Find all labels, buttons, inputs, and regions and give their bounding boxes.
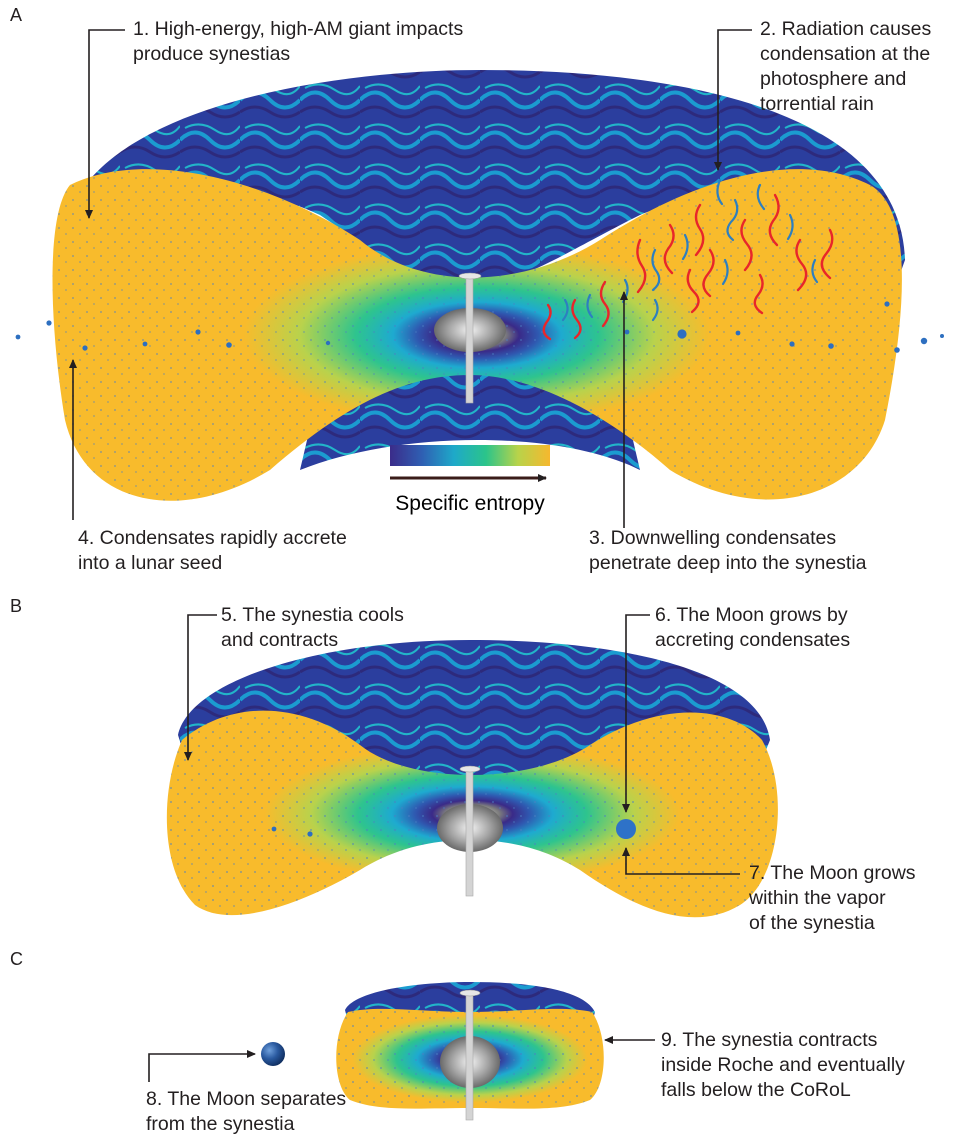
annotation-7: 7. The Moon grows within the vapor of th… [749,862,916,934]
annotation-2: 2. Radiation causes condensation at the … [760,18,932,115]
annotation-8: 8. The Moon separates from the synestia [146,1088,347,1135]
panel-letter-a: A [10,5,23,25]
annotation-6: 6. The Moon grows by accreting condensat… [655,604,851,651]
spin-axis-a [465,274,474,404]
annotation-3: 3. Downwelling condensates penetrate dee… [589,527,867,574]
panel-c [261,982,604,1121]
rain-streaks [542,193,834,341]
panel-a [15,70,944,501]
spin-axis-b [465,767,474,897]
vapor-dome-a [65,70,905,330]
vapor-band-bottom-a [300,370,640,470]
seed-b1 [271,826,277,832]
axis-cap-c [459,989,481,997]
moon-b [616,819,636,839]
condensate-streaks [561,178,819,322]
annotation-4: 4. Condensates rapidly accrete into a lu… [78,527,347,574]
callouts-b [184,614,740,875]
axis-cap-b [459,765,481,773]
entropy-legend: Specific entropy [390,445,550,515]
moon-c [261,1042,285,1066]
callouts-a [69,29,752,528]
annotation-9: 9. The synestia contracts inside Roche a… [661,1029,905,1101]
panel-letter-c: C [10,949,23,969]
annotation-1: 1. High-energy, high-AM giant impacts pr… [133,18,464,65]
axis-cap-a [458,272,482,280]
callouts-c [148,1036,655,1082]
panel-b [166,640,778,918]
seed-b2 [307,831,313,837]
lunar-seeds-a [15,301,944,353]
legend-title: Specific entropy [395,492,545,515]
spin-axis-c [465,991,474,1121]
entropy-colorbar [390,445,550,466]
annotation-5: 5. The synestia cools and contracts [221,604,404,651]
panel-letter-b: B [10,596,23,616]
vapor-dome-b [178,640,770,800]
